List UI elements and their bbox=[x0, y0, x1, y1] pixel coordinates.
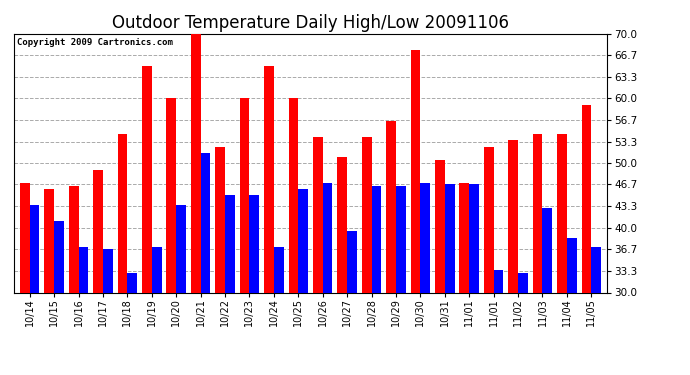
Bar bbox=[176, 205, 186, 292]
Bar bbox=[166, 99, 176, 292]
Bar bbox=[435, 160, 445, 292]
Bar bbox=[396, 186, 406, 292]
Bar bbox=[323, 183, 333, 292]
Bar bbox=[142, 66, 152, 292]
Bar bbox=[298, 189, 308, 292]
Bar bbox=[239, 99, 250, 292]
Bar bbox=[484, 147, 493, 292]
Bar bbox=[557, 134, 567, 292]
Bar bbox=[347, 231, 357, 292]
Bar bbox=[337, 157, 347, 292]
Bar bbox=[420, 183, 430, 292]
Bar bbox=[567, 237, 577, 292]
Text: Copyright 2009 Cartronics.com: Copyright 2009 Cartronics.com bbox=[17, 38, 172, 46]
Bar bbox=[44, 189, 54, 292]
Bar bbox=[274, 247, 284, 292]
Bar bbox=[493, 270, 504, 292]
Bar bbox=[20, 183, 30, 292]
Bar bbox=[386, 121, 396, 292]
Bar bbox=[30, 205, 39, 292]
Bar bbox=[582, 105, 591, 292]
Bar bbox=[264, 66, 274, 292]
Bar bbox=[411, 50, 420, 292]
Bar bbox=[371, 186, 382, 292]
Bar bbox=[225, 195, 235, 292]
Bar bbox=[117, 134, 128, 292]
Bar bbox=[445, 184, 455, 292]
Title: Outdoor Temperature Daily High/Low 20091106: Outdoor Temperature Daily High/Low 20091… bbox=[112, 14, 509, 32]
Bar bbox=[103, 249, 112, 292]
Bar bbox=[128, 273, 137, 292]
Bar bbox=[533, 134, 542, 292]
Bar bbox=[469, 184, 479, 292]
Bar bbox=[152, 247, 161, 292]
Bar bbox=[93, 170, 103, 292]
Bar bbox=[313, 137, 323, 292]
Bar bbox=[79, 247, 88, 292]
Bar bbox=[288, 99, 298, 292]
Bar bbox=[54, 221, 64, 292]
Bar bbox=[460, 183, 469, 292]
Bar bbox=[191, 34, 201, 292]
Bar bbox=[518, 273, 528, 292]
Bar bbox=[362, 137, 371, 292]
Bar bbox=[250, 195, 259, 292]
Bar bbox=[591, 247, 601, 292]
Bar bbox=[542, 209, 552, 292]
Bar bbox=[215, 147, 225, 292]
Bar bbox=[69, 186, 79, 292]
Bar bbox=[201, 153, 210, 292]
Bar bbox=[509, 141, 518, 292]
